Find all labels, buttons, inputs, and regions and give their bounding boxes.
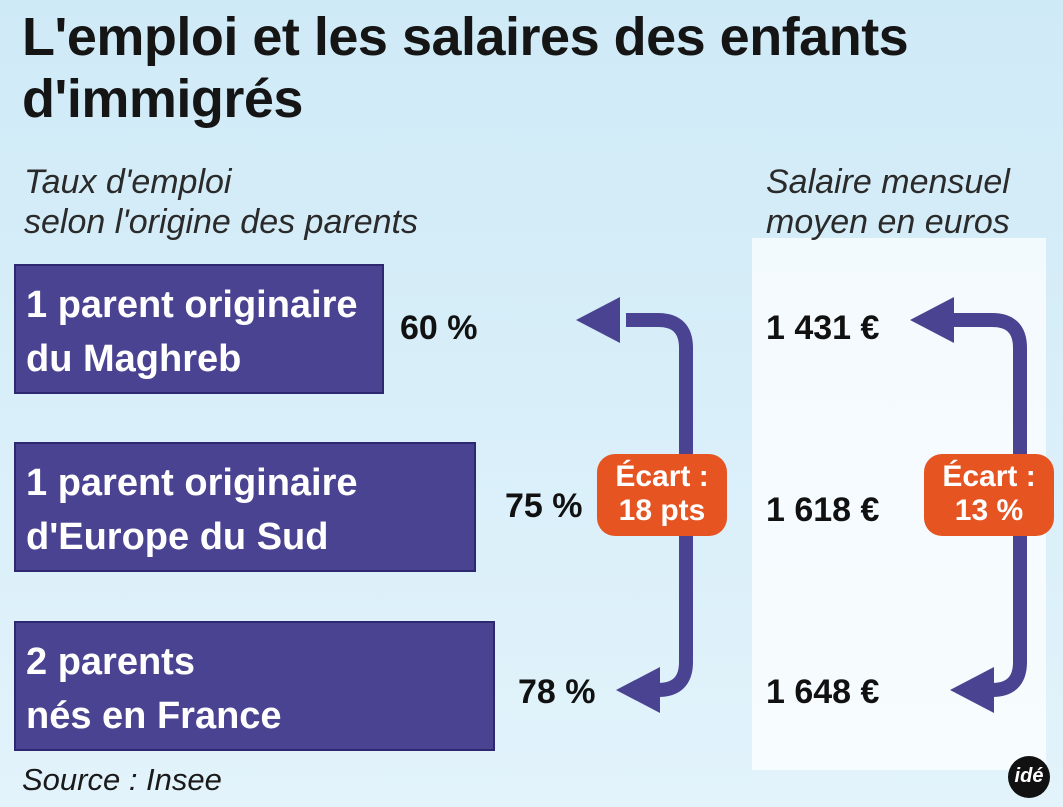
- salary-subtitle: Salaire mensuel moyen en euros: [766, 162, 1010, 242]
- badge-line: 13 %: [954, 494, 1024, 527]
- employment-bar-france: 2 parents nés en France: [14, 621, 495, 751]
- badge-line: Écart :: [942, 460, 1036, 493]
- salary-subtitle-line-1: Salaire mensuel: [766, 163, 1010, 201]
- bar-label-line: du Maghreb: [26, 338, 242, 380]
- employment-value-europe-sud: 75 %: [505, 487, 583, 525]
- employment-gap-arrow-head-top: [576, 297, 620, 343]
- employment-subtitle-line-2: selon l'origine des parents: [24, 203, 418, 241]
- chart-title: L'emploi et les salaires des enfants d'i…: [22, 7, 909, 129]
- employment-value-france: 78 %: [518, 673, 596, 711]
- employment-gap-badge: Écart : 18 pts: [597, 454, 727, 536]
- employment-bar-europe-sud: 1 parent originaire d'Europe du Sud: [14, 442, 476, 572]
- salary-value-maghreb: 1 431 €: [766, 309, 880, 347]
- employment-bar-maghreb: 1 parent originaire du Maghreb: [14, 264, 384, 394]
- employment-subtitle-line-1: Taux d'emploi: [24, 163, 232, 201]
- bar-label-line: 2 parents: [26, 641, 195, 683]
- badge-line: Écart :: [615, 460, 709, 493]
- salary-value-europe-sud: 1 618 €: [766, 491, 880, 529]
- bar-label-line: d'Europe du Sud: [26, 516, 329, 558]
- salary-gap-arrow-head-bottom: [950, 667, 994, 713]
- ide-logo: idé: [1008, 756, 1050, 798]
- salary-gap-badge: Écart : 13 %: [924, 454, 1054, 536]
- bar-label-line: nés en France: [26, 695, 282, 737]
- salary-gap-arrow-head-top: [910, 297, 954, 343]
- employment-value-maghreb: 60 %: [400, 309, 478, 347]
- bar-label-line: 1 parent originaire: [26, 284, 358, 326]
- source-note: Source : Insee: [22, 762, 222, 797]
- badge-line: 18 pts: [618, 494, 706, 527]
- salary-subtitle-line-2: moyen en euros: [766, 203, 1010, 241]
- employment-subtitle: Taux d'emploi selon l'origine des parent…: [24, 162, 418, 242]
- employment-gap-arrow-head-bottom: [616, 667, 660, 713]
- salary-value-france: 1 648 €: [766, 673, 880, 711]
- bar-label-line: 1 parent originaire: [26, 462, 358, 504]
